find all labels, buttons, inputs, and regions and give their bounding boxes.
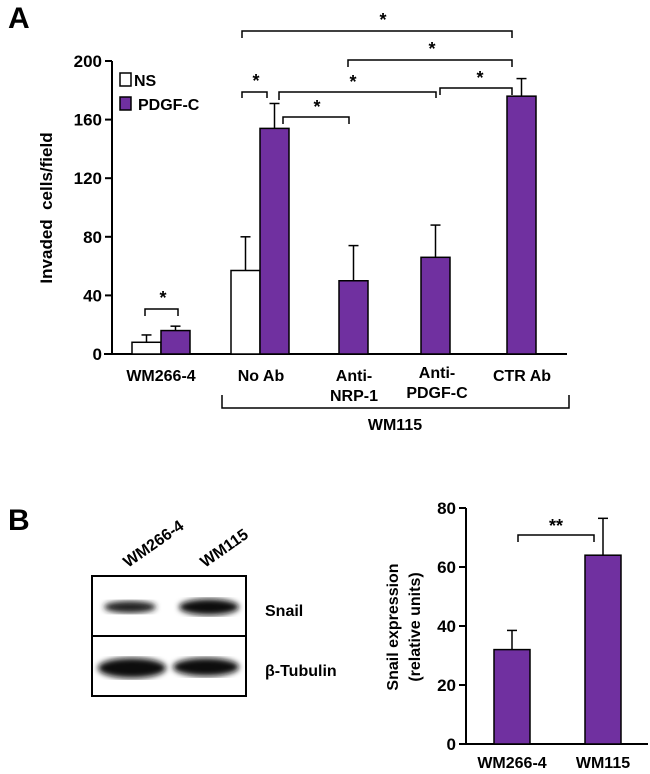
significance-bracket [241,30,513,38]
category-label: CTR Ab [493,368,551,385]
bar-pdgf-c [338,280,369,355]
y-tick-label: 60 [437,558,456,577]
y-tick-label: 20 [437,676,456,695]
y-tick-label: 80 [437,499,456,518]
significance-bracket [144,308,179,316]
legend-label-pdgf: PDGF-C [138,97,200,114]
group-bracket [221,395,570,409]
significance-bracket [282,116,350,124]
category-label: Anti- [336,368,372,385]
panel-label-a: A [8,2,30,35]
category-label: WM266-4 [477,755,546,772]
blot-row-label: β-Tubulin [265,663,337,680]
lane-label: WM266-4 [121,518,188,572]
y-tick-label: 40 [83,286,102,305]
significance-bracket [278,91,437,100]
bar-ns [131,341,162,355]
significance-bracket [347,59,513,67]
legend-swatch-pdgf [119,96,132,111]
category-label: WM115 [576,755,630,772]
category-label: No Ab [238,368,285,385]
category-label: PDGF-C [406,385,468,402]
bar-snail [584,554,622,745]
chart-a: Invaded cells/field NS PDGF-C WM266-4 No… [37,10,570,434]
band-tubulin-wm266 [98,658,166,678]
significance-star: * [159,288,166,308]
legend-swatch-ns [119,72,132,87]
y-tick-label: 200 [74,52,102,71]
significance-star: * [428,39,435,59]
lane-label: WM115 [198,526,252,571]
significance-star: * [379,10,386,30]
legend-label-ns: NS [134,73,157,90]
category-label: WM266-4 [126,368,195,385]
y-tick-label: 0 [447,735,456,754]
western-blot: WM266-4 WM115 Snail β-Tubulin [91,518,337,697]
significance-bracket [517,534,595,542]
category-label: NRP-1 [330,388,378,405]
significance-bracket [241,91,268,98]
y-axis-label: Invaded cells/field [37,132,56,283]
significance-star: ** [549,516,563,536]
significance-star: * [349,72,356,92]
bar-pdgf-c [259,127,290,355]
y-tick-label: 40 [437,617,456,636]
significance-star: * [313,97,320,117]
significance-bracket [439,87,513,95]
category-label: Anti- [419,365,455,382]
band-tubulin-wm115 [173,658,239,676]
significance-star: * [476,68,483,88]
significance-star: * [252,71,259,91]
y-tick-label: 80 [83,228,102,247]
bar-snail [493,648,531,745]
y-tick-label: 160 [74,111,102,130]
y-tick-label: 120 [74,169,102,188]
y-axis-label-units: (relative units) [407,572,424,681]
y-axis-label: Snail expression [385,563,402,690]
bar-pdgf-c [420,256,451,355]
y-tick-label: 0 [93,345,102,364]
blot-row-label: Snail [265,603,303,620]
chart-b: Snail expression (relative units) WM266-… [385,499,648,772]
group-label: WM115 [368,417,422,434]
bar-pdgf-c [160,329,191,355]
panel-label-b: B [8,504,30,537]
bar-pdgf-c [506,95,537,355]
band-snail-wm266 [104,601,156,613]
bar-ns [230,269,261,355]
band-snail-wm115 [179,599,239,615]
